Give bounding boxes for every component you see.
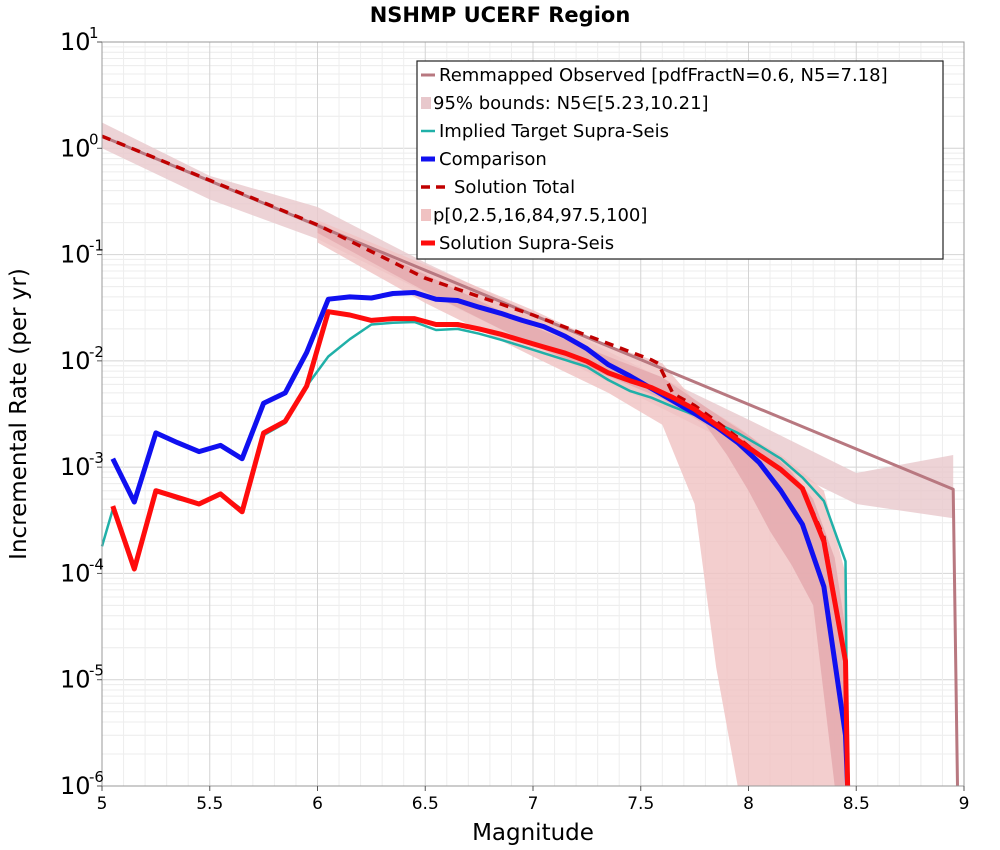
y-tick-exponent: 0 xyxy=(89,130,99,148)
y-tick-label: 10 xyxy=(60,666,91,694)
x-tick-label: 7.5 xyxy=(627,794,654,814)
series-line-4 xyxy=(110,309,851,787)
legend-label-0: Remmapped Observed [pdfFractN=0.6, N5=7.… xyxy=(439,65,888,86)
x-tick-label: 5.5 xyxy=(196,794,223,814)
legend: Remmapped Observed [pdfFractN=0.6, N5=7.… xyxy=(416,60,944,260)
y-axis-label: Incremental Rate (per yr) xyxy=(6,268,32,560)
series-lines xyxy=(100,134,959,787)
y-tick-label: 10 xyxy=(60,241,91,269)
x-tick-label: 5 xyxy=(97,794,108,814)
y-tick-label: 10 xyxy=(60,134,91,162)
legend-label-1: 95% bounds: N5∈[5.23,10.21] xyxy=(433,93,709,114)
y-tick-exponent: -6 xyxy=(89,768,104,786)
x-tick-label: 9 xyxy=(959,794,970,814)
x-tick-label: 8 xyxy=(743,794,754,814)
x-axis-label: Magnitude xyxy=(472,820,594,846)
band-1 xyxy=(317,220,846,787)
x-axis-ticks: 5 5.5 6 6.5 7 7.5 8 8.5 9 xyxy=(97,786,970,814)
series-line-0 xyxy=(101,134,959,787)
legend-label-5: p[0,2.5,16,84,97.5,100] xyxy=(433,205,647,226)
x-tick-label: 8.5 xyxy=(843,794,870,814)
y-tick-exponent: -1 xyxy=(89,237,104,255)
x-tick-label: 7 xyxy=(528,794,539,814)
x-tick-label: 6.5 xyxy=(412,794,439,814)
x-tick-label: 6 xyxy=(312,794,323,814)
y-tick-exponent: -5 xyxy=(89,662,104,680)
series-line-3 xyxy=(101,134,850,787)
y-tick-label: 10 xyxy=(60,772,91,800)
y-tick-exponent: -2 xyxy=(89,343,104,361)
legend-swatch-5 xyxy=(421,209,431,221)
y-tick-exponent: -4 xyxy=(89,555,104,573)
legend-swatch-1 xyxy=(421,97,431,109)
chart-title: NSHMP UCERF Region xyxy=(370,3,631,27)
legend-label-6: Solution Supra-Seis xyxy=(439,233,614,254)
y-tick-label: 10 xyxy=(60,347,91,375)
legend-label-2: Implied Target Supra-Seis xyxy=(439,121,669,142)
y-tick-label: 10 xyxy=(60,559,91,587)
legend-label-3: Comparison xyxy=(439,149,547,170)
series-line-2 xyxy=(110,290,851,787)
y-tick-exponent: -3 xyxy=(89,449,104,467)
legend-label-4: Solution Total xyxy=(454,177,575,198)
legend-box xyxy=(416,60,944,260)
y-tick-exponent: 1 xyxy=(89,24,99,42)
y-tick-label: 10 xyxy=(60,28,91,56)
y-tick-label: 10 xyxy=(60,453,91,481)
